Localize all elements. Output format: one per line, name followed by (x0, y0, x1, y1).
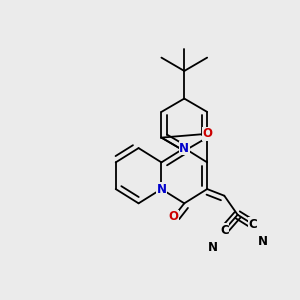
Text: N: N (179, 142, 189, 154)
Text: N: N (208, 241, 218, 254)
Text: C: C (248, 218, 257, 231)
Text: C: C (220, 224, 229, 236)
Text: O: O (169, 210, 179, 223)
Text: N: N (257, 235, 267, 248)
Text: N: N (156, 182, 167, 196)
Text: O: O (202, 127, 212, 140)
